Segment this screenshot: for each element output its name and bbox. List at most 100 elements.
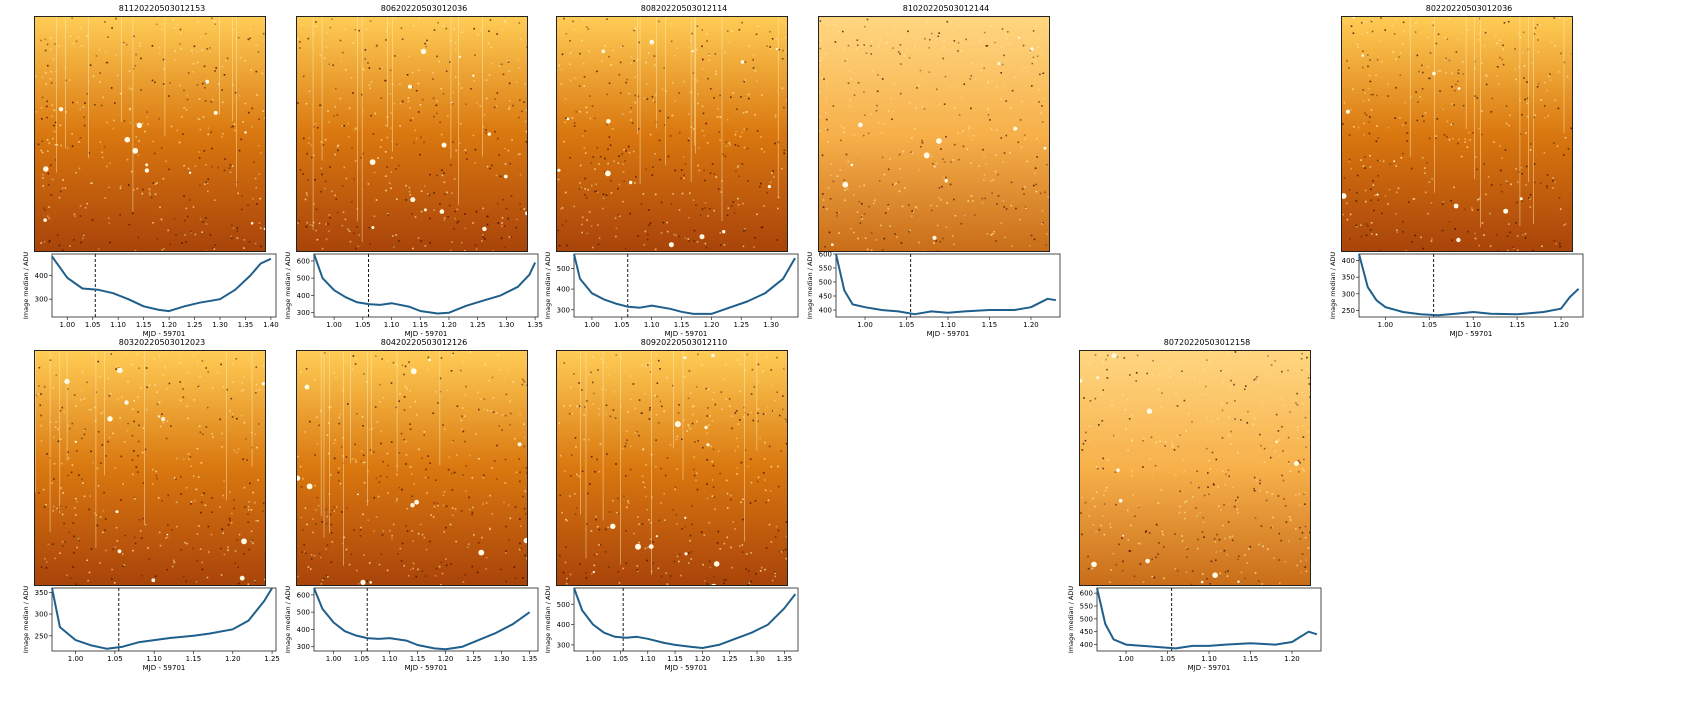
y-axis-label: Image median / ADU: [284, 252, 292, 320]
sky-image-render: [297, 351, 527, 585]
panel-9: 80720220503012158 1.00 1.05 1.10 1.15 1.20 40…: [1067, 336, 1335, 676]
panel-title: 80620220503012036: [380, 4, 468, 13]
sky-image-render: [819, 17, 1049, 251]
sky-image: [34, 350, 266, 586]
series-line: [835, 253, 1057, 316]
y-tick-label: 400: [819, 307, 832, 315]
median-plot-svg: 1.00 1.05 1.10 1.15 1.20 1.25 1.30 1.35 300 400 50…: [544, 586, 799, 672]
x-tick-label: 1.00: [68, 655, 84, 663]
x-tick-label: 1.05: [613, 655, 629, 663]
x-tick-label: 1.00: [1118, 655, 1134, 663]
y-tick-label: 400: [297, 292, 310, 300]
x-axis-label: MJD - 59701: [1188, 664, 1231, 672]
sky-image: [556, 350, 788, 586]
y-tick-label: 450: [1080, 628, 1093, 636]
x-axis-label: MJD - 59701: [143, 330, 186, 338]
x-tick-label: 1.15: [1509, 321, 1525, 329]
y-tick-label: 500: [557, 601, 570, 609]
median-plot: 1.00 1.05 1.10 1.15 1.20 250 300 350 400 MJD - 59…: [1329, 252, 1597, 342]
x-tick-label: 1.00: [585, 655, 601, 663]
sky-image: [556, 16, 788, 252]
x-tick-label: 1.20: [438, 655, 454, 663]
x-axis-label: MJD - 59701: [405, 330, 448, 338]
x-tick-label: 1.05: [1160, 655, 1176, 663]
x-tick-label: 1.00: [584, 321, 600, 329]
x-tick-label: 1.00: [857, 321, 873, 329]
median-plot: 1.00 1.05 1.10 1.15 1.20 1.25 250 300 350 MJD - 5…: [22, 586, 290, 676]
y-tick-label: 500: [297, 609, 310, 617]
y-tick-label: 600: [297, 257, 310, 265]
median-plot-svg: 1.00 1.05 1.10 1.15 1.20 1.25 1.30 300 400 500 MJD…: [544, 252, 799, 338]
median-plot: 1.00 1.05 1.10 1.15 1.20 400 450 500 550 600 MJD -…: [806, 251, 1074, 342]
noise-texture: [819, 17, 1049, 251]
noise-texture: [1080, 351, 1310, 585]
plot-frame: [51, 253, 277, 318]
noise-texture: [557, 17, 787, 251]
y-tick-label: 250: [35, 632, 48, 640]
x-tick-label: 1.30: [763, 321, 779, 329]
noise-texture: [35, 17, 265, 251]
sky-image-render: [35, 351, 265, 585]
y-tick-label: 300: [1342, 290, 1355, 298]
x-tick-label: 1.20: [1553, 321, 1569, 329]
panel-5: 80220220503012036 1.00 1.05 1.10 1.15 1.20 25…: [1329, 2, 1597, 342]
panel-title: 80220220503012036: [1425, 4, 1513, 13]
sky-image-render: [557, 17, 787, 251]
series-line: [573, 587, 797, 649]
y-tick-label: 350: [35, 589, 48, 597]
median-plot-svg: 1.00 1.05 1.10 1.15 1.20 1.25 1.30 1.35 300 400 50…: [284, 252, 543, 338]
x-tick-label: 1.25: [470, 321, 486, 329]
x-tick-label: 1.15: [1243, 655, 1259, 663]
sky-image: [1341, 16, 1573, 252]
series-line: [313, 253, 537, 315]
y-tick-label: 500: [297, 275, 310, 283]
x-tick-label: 1.30: [494, 655, 510, 663]
y-tick-label: 300: [35, 611, 48, 619]
y-tick-label: 250: [1342, 307, 1355, 315]
y-tick-label: 500: [819, 279, 832, 287]
y-tick-label: 300: [557, 306, 570, 314]
sky-image: [296, 350, 528, 586]
median-plot: 1.00 1.05 1.10 1.15 1.20 1.25 1.30 1.35 1.40 300 4…: [22, 252, 290, 342]
sky-image-render: [35, 17, 265, 251]
x-tick-label: 1.40: [263, 321, 279, 329]
median-plot-svg: 1.00 1.05 1.10 1.15 1.20 1.25 250 300 350 MJD - 5…: [22, 586, 280, 672]
x-tick-label: 1.10: [146, 655, 162, 663]
sky-image-render: [297, 17, 527, 251]
x-tick-label: 1.25: [187, 321, 203, 329]
plot-frame: [1096, 587, 1322, 652]
x-axis-label: MJD - 59701: [405, 664, 448, 672]
x-tick-label: 1.05: [354, 655, 370, 663]
x-tick-label: 1.25: [264, 655, 280, 663]
y-tick-label: 600: [297, 591, 310, 599]
series-line: [51, 255, 272, 313]
x-tick-label: 1.20: [695, 655, 711, 663]
x-axis-label: MJD - 59701: [1450, 330, 1493, 338]
series-line: [1096, 587, 1318, 650]
median-plot: 1.00 1.05 1.10 1.15 1.20 1.25 1.30 1.35 300 400 50…: [284, 252, 552, 342]
y-axis-label: Image median / ADU: [1067, 586, 1075, 654]
plot-frame: [1358, 253, 1584, 318]
x-tick-label: 1.00: [1378, 321, 1394, 329]
median-plot: 1.00 1.05 1.10 1.15 1.20 1.25 1.30 1.35 300 400 50…: [544, 586, 812, 676]
y-tick-label: 350: [1342, 274, 1355, 282]
median-plot-svg: 1.00 1.05 1.10 1.15 1.20 400 450 500 550 600 MJD -…: [1067, 586, 1322, 672]
x-tick-label: 1.35: [527, 321, 543, 329]
x-tick-label: 1.30: [212, 321, 228, 329]
y-tick-label: 400: [35, 272, 48, 280]
plot-frame: [573, 253, 799, 318]
panel-2: 80620220503012036 1.00 1.05 1.10 1.15 1.20 1.…: [284, 2, 552, 342]
x-tick-label: 1.20: [225, 655, 241, 663]
panel-title: 80420220503012126: [380, 338, 468, 347]
x-tick-label: 1.05: [1421, 321, 1437, 329]
median-plot: 1.00 1.05 1.10 1.15 1.20 1.25 1.30 300 400 500 MJD…: [544, 252, 812, 342]
plot-frame: [835, 253, 1061, 318]
x-tick-label: 1.30: [749, 655, 765, 663]
y-tick-label: 400: [557, 286, 570, 294]
sky-image: [818, 16, 1050, 252]
x-tick-label: 1.05: [899, 321, 915, 329]
x-tick-label: 1.10: [640, 655, 656, 663]
x-tick-label: 1.15: [136, 321, 152, 329]
panel-title: 81020220503012144: [902, 4, 990, 13]
panel-8: 80920220503012110 1.00 1.05 1.10 1.15 1.20 1.…: [544, 336, 812, 676]
